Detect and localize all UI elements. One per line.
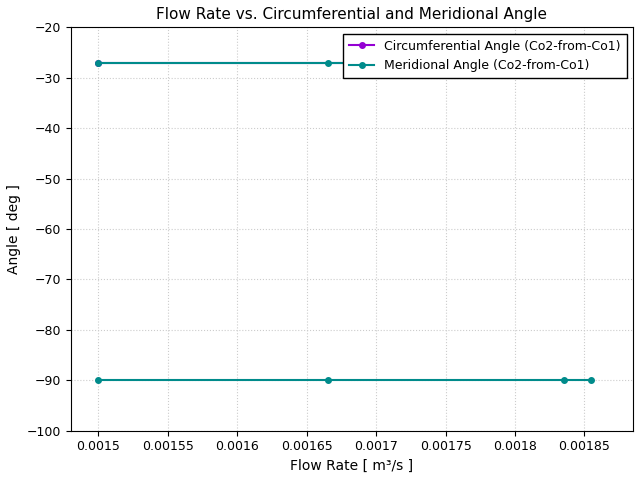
Line: Meridional Angle (Co2-from-Co1): Meridional Angle (Co2-from-Co1) xyxy=(95,60,594,65)
Circumferential Angle (Co2-from-Co1) xyxy=(95,60,102,65)
X-axis label: Flow Rate [ m³/s ]: Flow Rate [ m³/s ] xyxy=(291,459,413,473)
Meridional Angle (Co2-from-Co1) xyxy=(560,60,568,65)
Circumferential Angle (Co2-from-Co1) xyxy=(560,60,568,65)
Y-axis label: Angle [ deg ]: Angle [ deg ] xyxy=(7,184,21,274)
Meridional Angle (Co2-from-Co1) xyxy=(324,60,332,65)
Meridional Angle (Co2-from-Co1) xyxy=(95,60,102,65)
Title: Flow Rate vs. Circumferential and Meridional Angle: Flow Rate vs. Circumferential and Meridi… xyxy=(156,7,547,22)
Legend: Circumferential Angle (Co2-from-Co1), Meridional Angle (Co2-from-Co1): Circumferential Angle (Co2-from-Co1), Me… xyxy=(343,34,627,78)
Circumferential Angle (Co2-from-Co1) xyxy=(588,60,595,65)
Line: Circumferential Angle (Co2-from-Co1): Circumferential Angle (Co2-from-Co1) xyxy=(95,60,594,65)
Meridional Angle (Co2-from-Co1) xyxy=(588,60,595,65)
